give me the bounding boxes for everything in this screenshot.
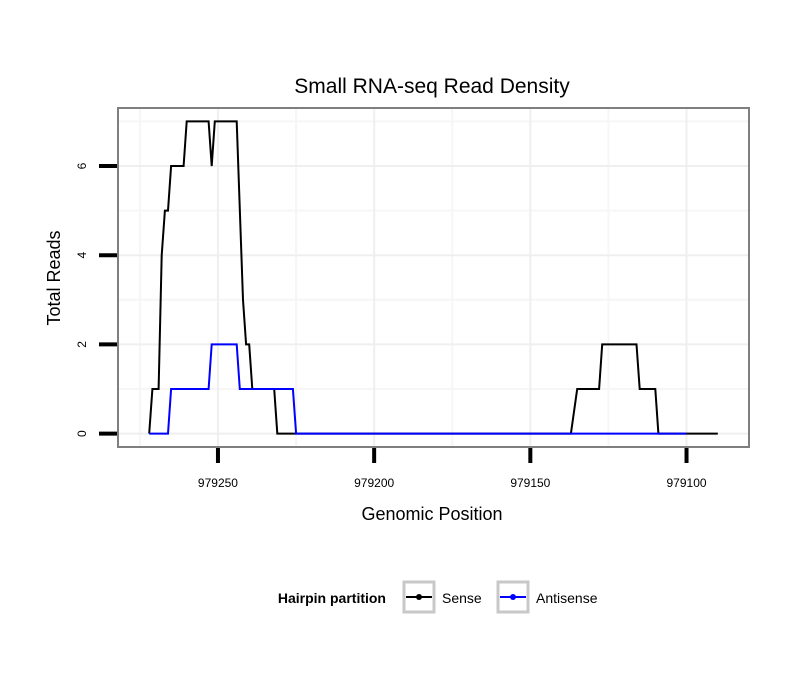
x-tick-label: 979250 [198,476,238,490]
plot-border [117,107,750,448]
y-tick-label: 4 [75,252,89,259]
plot-background [118,108,749,447]
y-axis: 0 2 4 6 [75,162,117,437]
x-axis-label: Genomic Position [361,504,502,524]
legend-label-antisense: Antisense [536,590,598,606]
legend-title: Hairpin partition [278,590,386,606]
legend: Hairpin partition Sense Antisense [278,580,598,614]
y-tick-label: 2 [75,341,89,348]
legend-point-antisense [510,594,516,600]
x-tick-label: 979150 [510,476,550,490]
x-tick-label: 979100 [667,476,707,490]
x-tick-label: 979200 [354,476,394,490]
x-axis: 979250 979200 979150 979100 [198,448,707,490]
series-layer [148,120,718,435]
y-axis-label: Total Reads [44,230,64,325]
legend-point-sense [416,594,422,600]
y-tick-label: 0 [75,430,89,437]
y-tick-label: 6 [75,162,89,169]
chart-title: Small RNA-seq Read Density [294,75,570,98]
series-line-sense [148,120,718,435]
legend-label-sense: Sense [442,590,482,606]
series-line-antisense [149,343,687,435]
